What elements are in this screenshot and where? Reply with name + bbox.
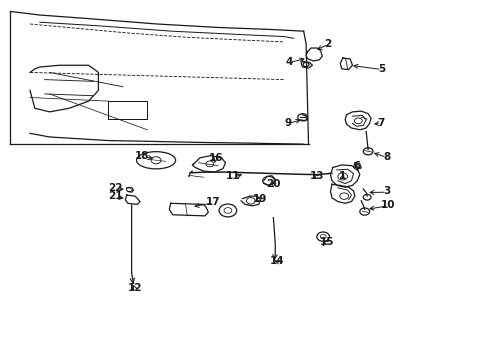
Text: 14: 14	[270, 256, 284, 266]
Text: 21: 21	[108, 192, 123, 202]
Text: 2: 2	[324, 39, 332, 49]
Text: 9: 9	[284, 118, 292, 128]
Text: 1: 1	[339, 171, 346, 181]
Text: 13: 13	[310, 171, 324, 181]
Text: 18: 18	[135, 150, 149, 161]
Text: 17: 17	[206, 197, 220, 207]
Text: 7: 7	[377, 118, 385, 128]
Text: 12: 12	[128, 283, 142, 293]
Text: 6: 6	[354, 161, 361, 171]
Text: 8: 8	[383, 152, 391, 162]
Text: 22: 22	[108, 183, 123, 193]
Text: 15: 15	[320, 237, 334, 247]
Text: 16: 16	[208, 153, 223, 163]
Text: 19: 19	[252, 194, 267, 204]
Text: 5: 5	[378, 64, 386, 74]
Text: 10: 10	[381, 200, 395, 210]
Text: 11: 11	[225, 171, 240, 181]
Text: 4: 4	[285, 57, 293, 67]
Text: 3: 3	[383, 186, 391, 197]
Text: 20: 20	[266, 179, 281, 189]
